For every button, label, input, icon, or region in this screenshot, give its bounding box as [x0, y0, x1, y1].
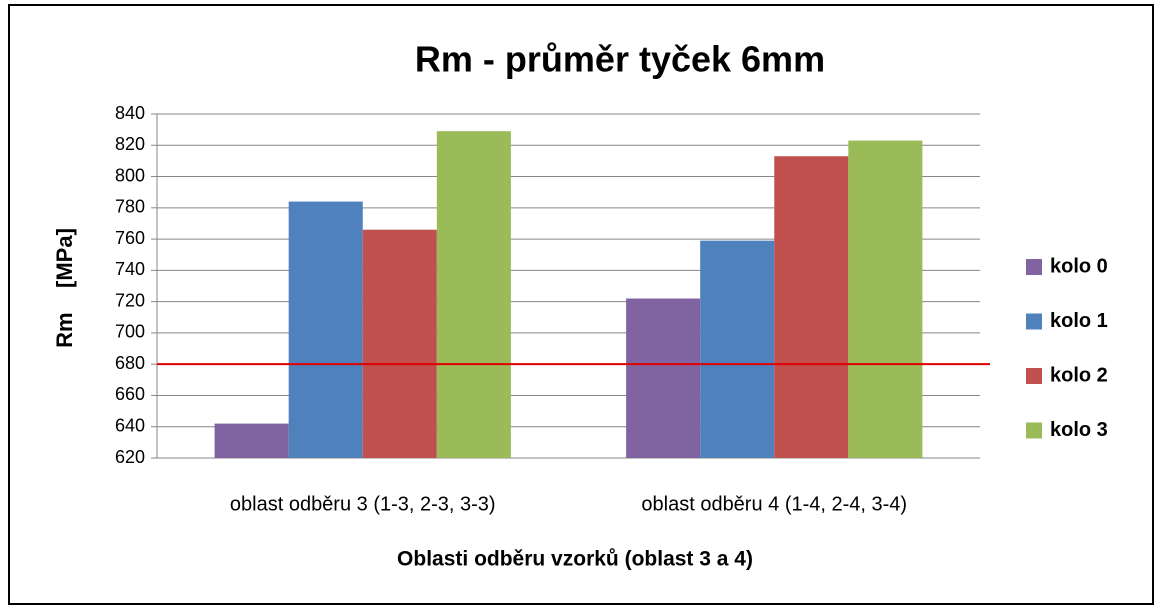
- legend-label: kolo 0: [1050, 255, 1108, 277]
- bar: [214, 423, 289, 458]
- y-tick-label: 700: [115, 322, 145, 342]
- y-tick-label: 740: [115, 259, 145, 279]
- bar: [288, 201, 363, 458]
- chart-border: [8, 4, 1154, 605]
- y-tick-label: 640: [115, 415, 145, 435]
- y-tick-label: 680: [115, 353, 145, 373]
- x-tick-label: oblast odběru 4 (1-4, 2-4, 3-4): [641, 493, 907, 515]
- y-tick-label: 760: [115, 228, 145, 248]
- x-axis-title: Oblasti odběru vzorků (oblast 3 a 4): [397, 548, 753, 571]
- y-tick-label: 620: [115, 447, 145, 467]
- bar: [848, 140, 923, 458]
- y-tick-label: 840: [115, 103, 145, 123]
- y-tick-label: 820: [115, 134, 145, 154]
- chart-title: Rm - průměr tyček 6mm: [415, 39, 825, 80]
- x-tick-label: oblast odběru 3 (1-3, 2-3, 3-3): [230, 493, 496, 515]
- y-axis-title: Rm [MPa]: [52, 228, 77, 348]
- legend-label: kolo 3: [1050, 419, 1108, 441]
- legend-label: kolo 2: [1050, 364, 1108, 386]
- legend-swatch: [1026, 368, 1042, 384]
- legend-swatch: [1026, 259, 1042, 275]
- legend-label: kolo 1: [1050, 310, 1108, 332]
- y-tick-label: 780: [115, 197, 145, 217]
- y-tick-label: 720: [115, 290, 145, 310]
- legend-swatch: [1026, 313, 1042, 330]
- bar: [774, 156, 849, 458]
- bar: [436, 131, 511, 458]
- legend-swatch: [1026, 422, 1042, 439]
- bar: [626, 298, 701, 458]
- y-tick-label: 800: [115, 165, 145, 185]
- bar: [362, 229, 437, 458]
- y-tick-label: 660: [115, 384, 145, 404]
- bar: [700, 240, 775, 458]
